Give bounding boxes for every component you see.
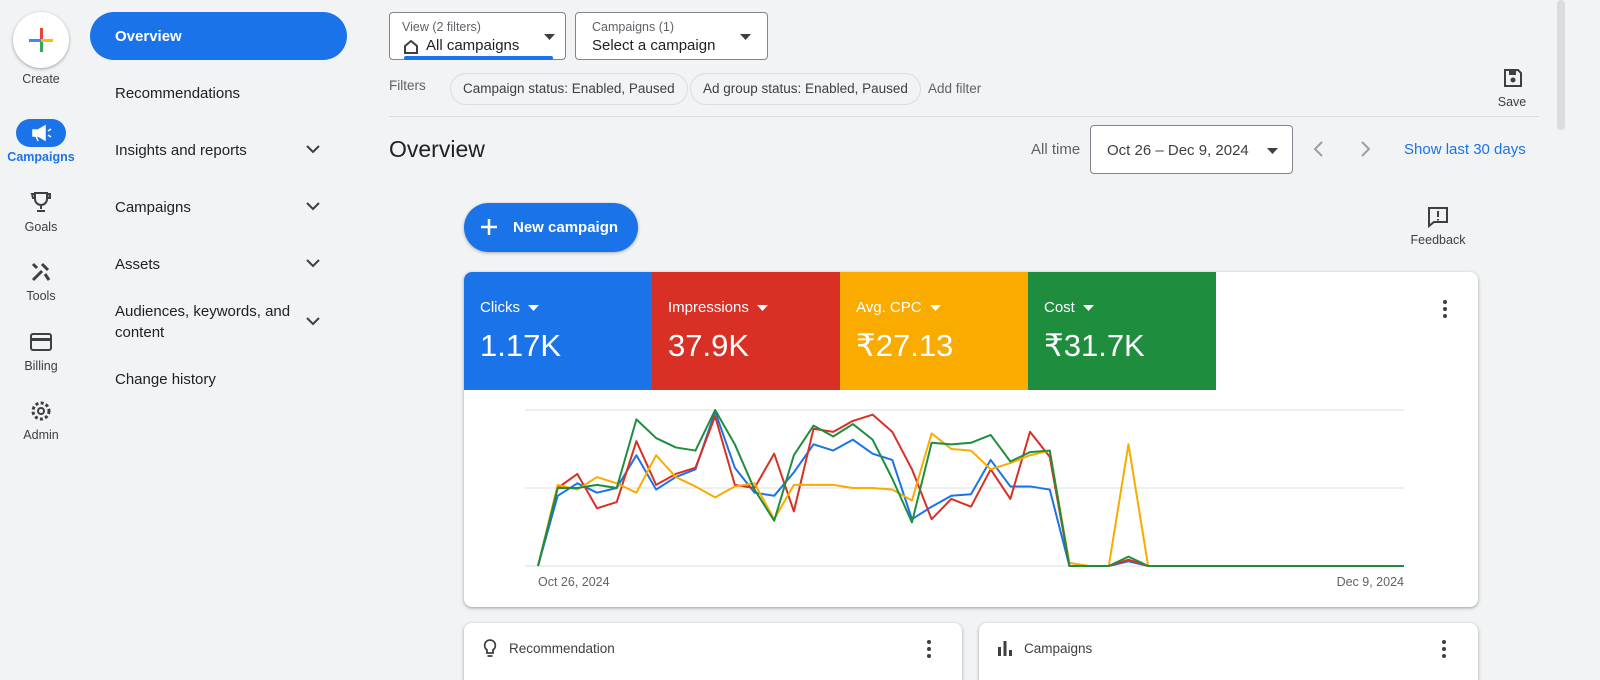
dropdown-arrow xyxy=(1082,305,1094,312)
campaigns-card: Campaigns xyxy=(979,623,1478,680)
new-campaign-button[interactable]: New campaign xyxy=(464,203,638,252)
more-menu[interactable] xyxy=(922,638,936,660)
metric-total: ₹31.7K xyxy=(1044,328,1145,363)
page-title: Overview xyxy=(389,136,485,162)
goals-icon xyxy=(30,192,51,212)
dropdown-arrow xyxy=(1267,148,1278,154)
plus-icon xyxy=(481,219,497,235)
rail-label[interactable]: Admin xyxy=(23,428,59,442)
dropdown-value: Select a campaign xyxy=(592,37,716,54)
plus-icon xyxy=(29,28,53,52)
dropdown-value: All campaigns xyxy=(426,37,520,54)
metric-name: Impressions xyxy=(668,299,769,316)
view-dropdown[interactable]: View (2 filters) All campaigns xyxy=(389,12,566,60)
next-arrow[interactable] xyxy=(1359,140,1373,158)
metric-total: 37.9K xyxy=(668,328,750,363)
billing-icon xyxy=(30,333,52,351)
dropdown-arrow xyxy=(740,34,751,40)
admin-icon xyxy=(31,401,51,421)
show-last-link[interactable]: Show last 30 days xyxy=(1404,141,1526,158)
prev-arrow[interactable] xyxy=(1311,140,1325,158)
button-label: New campaign xyxy=(513,219,619,236)
dropdown-arrow xyxy=(756,305,768,312)
scrollbar[interactable] xyxy=(1554,0,1568,680)
add-filter[interactable]: Add filter xyxy=(928,81,982,96)
chevron[interactable] xyxy=(306,144,320,154)
series-line xyxy=(537,410,1404,567)
metric-tile[interactable]: Avg. CPC ₹27.13 xyxy=(840,272,1028,390)
home-icon xyxy=(404,39,418,54)
bar-icon xyxy=(998,641,1012,656)
tools-icon xyxy=(31,262,51,282)
chevron[interactable] xyxy=(306,316,320,326)
series-line xyxy=(537,413,1404,567)
rail-label: Create xyxy=(22,72,60,86)
filter-chip[interactable]: Ad group status: Enabled, Paused xyxy=(690,73,921,105)
metric-tile[interactable]: Cost ₹31.7K xyxy=(1028,272,1216,390)
metric-name: Clicks xyxy=(480,299,540,316)
nav-item[interactable]: Insights and reports xyxy=(115,142,247,159)
nav-item[interactable]: Recommendations xyxy=(115,85,241,102)
bulb-icon xyxy=(483,639,497,657)
divider xyxy=(389,116,1539,117)
recommendation-card: Recommendation xyxy=(464,623,962,680)
nav-active[interactable] xyxy=(90,12,347,60)
filters-label: Filters xyxy=(389,78,426,93)
more-menu[interactable] xyxy=(1436,298,1454,320)
metric-name: Cost xyxy=(1044,299,1095,316)
active-indicator xyxy=(404,56,553,60)
dropdown-arrow xyxy=(544,34,555,40)
save-label[interactable]: Save xyxy=(1497,95,1527,109)
save-icon[interactable] xyxy=(1502,67,1524,89)
rail-label[interactable]: Tools xyxy=(26,289,56,303)
date-range[interactable]: Oct 26 – Dec 9, 2024 xyxy=(1090,125,1293,174)
more-menu[interactable] xyxy=(1437,638,1451,660)
create-button[interactable] xyxy=(13,12,69,68)
metric-total: 1.17K xyxy=(480,328,562,363)
date-range-value: Oct 26 – Dec 9, 2024 xyxy=(1107,142,1249,159)
metric-name: Avg. CPC xyxy=(856,299,942,316)
card-title: Campaigns xyxy=(1024,641,1093,656)
range-label: All time xyxy=(1031,141,1081,158)
feedback-icon[interactable] xyxy=(1427,206,1449,228)
dropdown-arrow xyxy=(528,305,539,312)
campaign-dropdown[interactable]: Campaigns (1) Select a campaign xyxy=(575,12,768,60)
rail-label[interactable]: Goals xyxy=(24,220,58,234)
dropdown-caption: Campaigns (1) xyxy=(592,20,674,34)
chevron[interactable] xyxy=(306,201,320,211)
filter-chip[interactable]: Campaign status: Enabled, Paused xyxy=(450,73,688,105)
rail-label[interactable]: Campaigns xyxy=(7,150,75,164)
dropdown-caption: View (2 filters) xyxy=(402,20,481,34)
x-tick-label: Oct 26, 2024 xyxy=(538,575,610,589)
nav-item[interactable]: Change history xyxy=(115,371,216,388)
series-line xyxy=(537,409,1404,567)
chevron[interactable] xyxy=(306,258,320,268)
nav-item[interactable]: Assets xyxy=(115,256,161,273)
line-chart: Oct 26, 2024 Dec 9, 2024 xyxy=(525,409,1404,589)
campaigns-icon xyxy=(32,124,52,142)
series-line xyxy=(537,432,1404,567)
metric-tile[interactable]: Impressions 37.9K xyxy=(652,272,840,390)
dropdown-arrow xyxy=(929,305,941,312)
metric-total: ₹27.13 xyxy=(856,328,954,363)
card-title: Recommendation xyxy=(509,641,615,656)
feedback-label[interactable]: Feedback xyxy=(1410,233,1466,247)
rail-active-pill[interactable] xyxy=(16,119,66,147)
nav-item[interactable]: Campaigns xyxy=(115,199,191,216)
rail-label[interactable]: Billing xyxy=(24,359,58,373)
metric-tile[interactable]: Clicks 1.17K xyxy=(464,272,652,390)
nav-item[interactable]: Audiences, keywords, and content xyxy=(115,303,291,341)
nav-item[interactable]: Overview xyxy=(115,28,182,45)
x-tick-label: Dec 9, 2024 xyxy=(1337,575,1404,589)
